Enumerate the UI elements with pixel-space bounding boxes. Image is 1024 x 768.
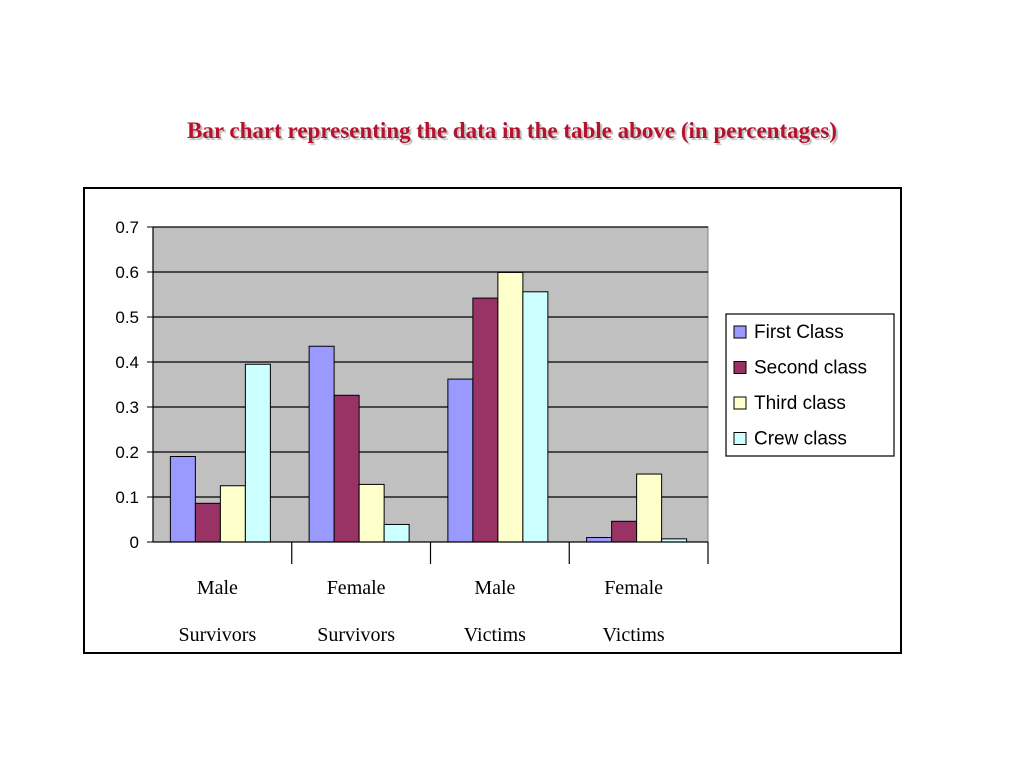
x-category-label: Victims <box>603 624 665 646</box>
legend-swatch <box>733 396 747 410</box>
legend-box <box>725 313 895 457</box>
bar-first-class-0 <box>169 456 196 543</box>
y-tick-label: 0.4 <box>115 353 139 372</box>
x-category-label: Female <box>604 577 663 599</box>
x-category-label: Victims <box>464 624 526 646</box>
bar-third-class-3 <box>636 473 663 543</box>
bar-second-class-2 <box>472 297 499 543</box>
bars <box>169 271 688 543</box>
x-category-label: Male <box>197 577 238 599</box>
legend-swatch <box>733 361 747 374</box>
bar-first-class-3 <box>586 537 613 543</box>
bar-second-class-3 <box>611 520 638 543</box>
y-tick-label: 0.6 <box>115 263 139 282</box>
bar-third-class-1 <box>358 483 385 543</box>
legend: First Class Second class Third class Crew c… <box>725 313 895 457</box>
chart-frame: 0 0.1 0.2 0.3 0.4 0.5 0.6 0.7 Male Survivors Femal… <box>83 187 902 654</box>
bar-first-class-2 <box>447 378 474 543</box>
bar-first-class-1 <box>308 345 335 543</box>
y-tick-label: 0.7 <box>115 218 139 237</box>
legend-label: Crew class <box>754 429 847 450</box>
bar-crew-class-1 <box>383 523 410 543</box>
y-tick-label: 0.2 <box>115 443 139 462</box>
legend-label: Second class <box>754 358 867 379</box>
legend-swatch <box>733 432 747 445</box>
y-tick-label: 0.3 <box>115 398 139 417</box>
slide-title: Bar chart representing the data in the t… <box>187 118 837 143</box>
bar-second-class-0 <box>194 502 221 543</box>
legend-label: First Class <box>754 322 844 343</box>
y-tick-label: 0.1 <box>115 488 139 507</box>
x-category-label: Survivors <box>178 624 256 646</box>
x-category-label: Survivors <box>317 624 395 646</box>
axes: 0 0.1 0.2 0.3 0.4 0.5 0.6 0.7 Male Survivors Femal… <box>115 218 709 646</box>
bar-chart: 0 0.1 0.2 0.3 0.4 0.5 0.6 0.7 Male Survivors Femal… <box>115 218 895 646</box>
x-category-label: Male <box>474 577 515 599</box>
y-tick-label: 0.5 <box>115 308 139 327</box>
bar-crew-class-2 <box>522 291 549 543</box>
legend-label: Third class <box>754 393 846 414</box>
bar-third-class-2 <box>497 271 524 543</box>
x-category-label: Female <box>327 577 386 599</box>
y-tick-label: 0 <box>130 533 139 552</box>
bar-third-class-0 <box>219 485 246 543</box>
bar-second-class-1 <box>333 394 360 543</box>
legend-swatch <box>733 325 747 339</box>
bar-crew-class-0 <box>244 363 271 543</box>
